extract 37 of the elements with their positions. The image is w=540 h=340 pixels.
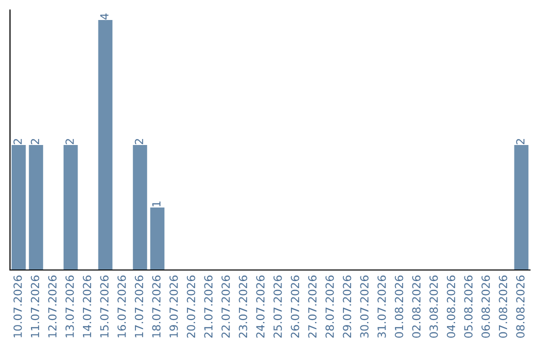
x-tick-label: 10.07.2026 [13, 276, 22, 338]
x-tick-label: 21.07.2026 [204, 276, 213, 338]
x-tick-label: 27.07.2026 [308, 276, 317, 338]
data-label: 2 [65, 139, 74, 144]
x-tick-label: 05.08.2026 [464, 276, 473, 338]
x-tick-label: 07.08.2026 [498, 276, 508, 338]
x-tick-label: 26.07.2026 [290, 276, 300, 338]
x-tick-label: 18.07.2026 [152, 276, 161, 338]
x-tick-label: 20.07.2026 [186, 276, 196, 338]
x-tick-label: 30.07.2026 [360, 276, 369, 338]
x-tick-label: 19.07.2026 [169, 276, 178, 338]
x-tick-label: 31.07.2026 [377, 276, 386, 338]
x-tick-label: 03.08.2026 [429, 276, 438, 338]
data-label: 4 [100, 14, 108, 20]
x-tick-label: 14.07.2026 [82, 276, 92, 338]
data-label: 2 [13, 139, 22, 144]
data-label: 2 [30, 139, 40, 144]
data-label: 1 [152, 201, 160, 206]
x-tick-label: 24.07.2026 [256, 276, 265, 338]
x-tick-label: 16.07.2026 [117, 276, 126, 338]
x-tick-label: 02.08.2026 [412, 276, 421, 338]
x-tick-label: 29.07.2026 [342, 276, 352, 338]
data-label: 2 [134, 139, 144, 144]
x-tick-label: 08.08.2026 [516, 276, 525, 338]
x-tick-label: 22.07.2026 [221, 276, 230, 338]
x-tick-label: 23.07.2026 [238, 276, 248, 338]
data-label: 2 [516, 139, 524, 144]
x-tick-label: 04.08.2026 [446, 276, 456, 338]
x-tick-label: 13.07.2026 [65, 276, 74, 338]
x-tick-label: 01.08.2026 [394, 276, 404, 338]
x-tick-label: 17.07.2026 [134, 276, 144, 338]
x-tick-label: 28.07.2026 [325, 276, 334, 338]
x-tick-label: 06.08.2026 [481, 276, 490, 338]
x-tick-label: 11.07.2026 [30, 276, 40, 338]
x-tick-label: 25.07.2026 [273, 276, 282, 338]
x-tick-label: 15.07.2026 [100, 276, 109, 338]
x-tick-label: 12.07.2026 [48, 276, 57, 338]
